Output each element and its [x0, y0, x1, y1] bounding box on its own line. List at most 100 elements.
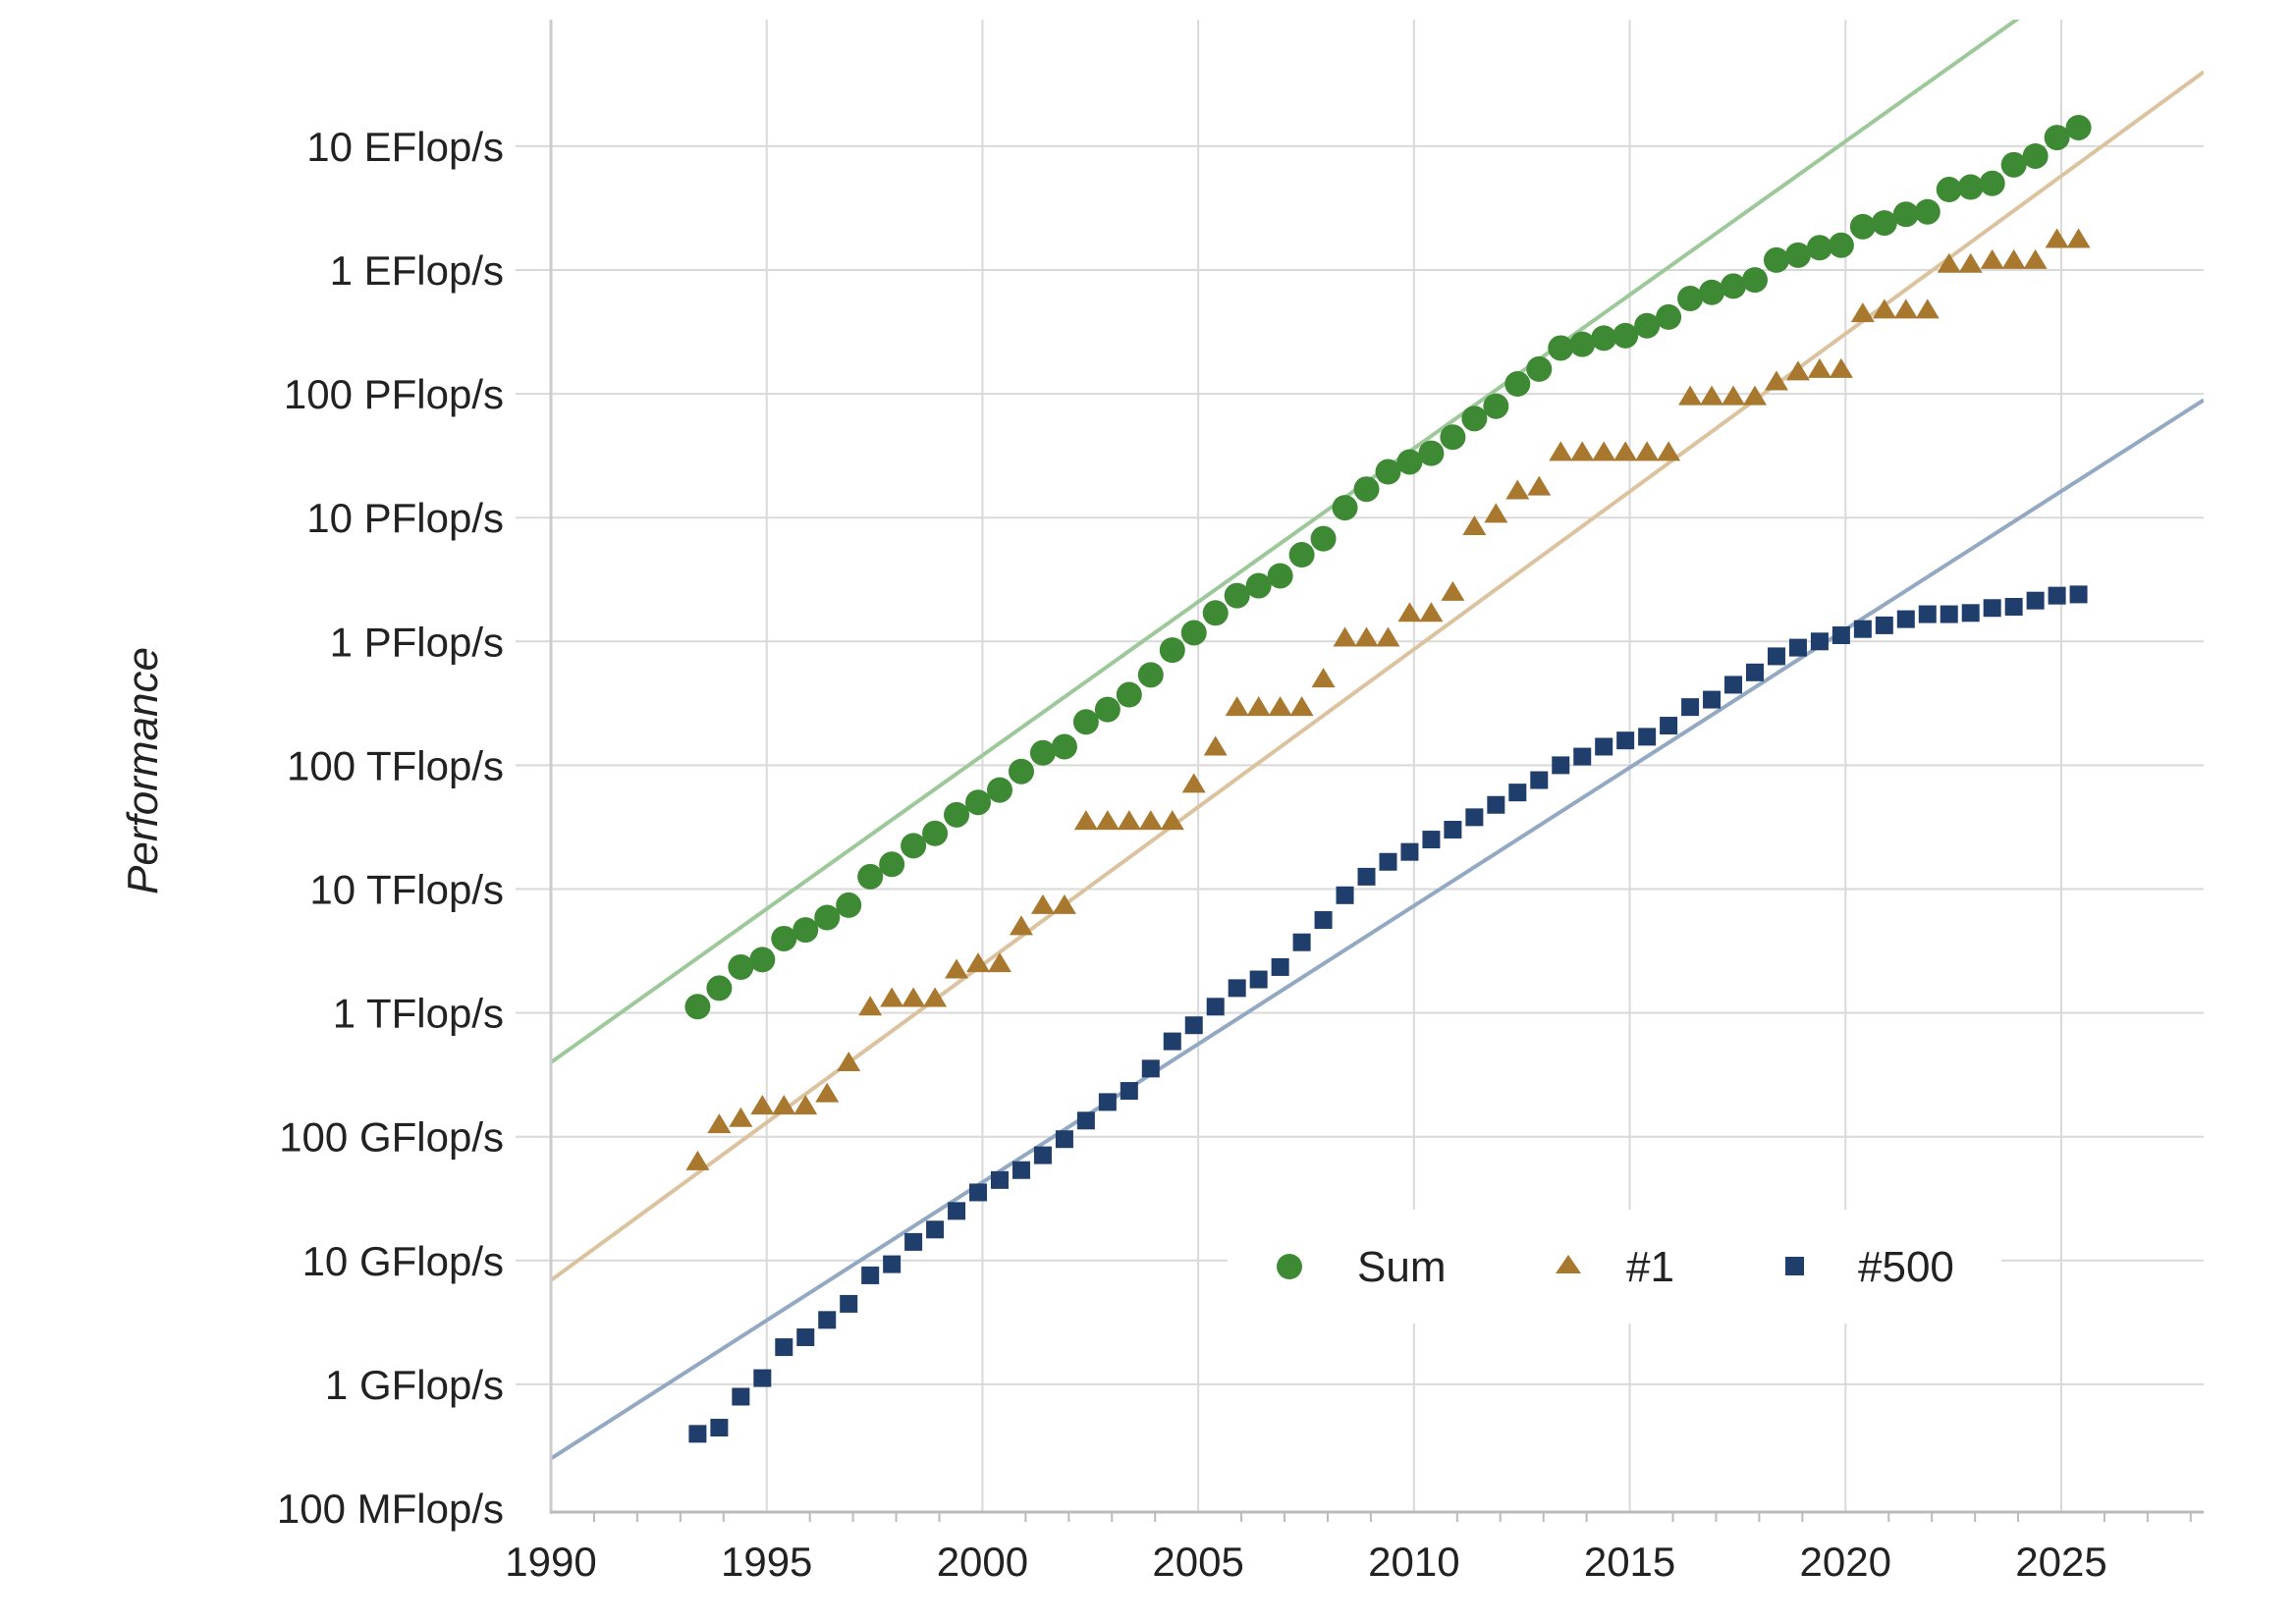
rank1-point: [1462, 515, 1487, 536]
rank500-point: [1595, 737, 1613, 756]
sum-point: [1483, 393, 1509, 419]
rank1-point: [1289, 696, 1314, 717]
sum-point: [1072, 709, 1099, 735]
data-series: [684, 114, 2092, 1443]
rank500-point: [2004, 597, 2023, 616]
rank500-point: [904, 1232, 923, 1251]
rank500-point: [1487, 795, 1505, 814]
rank500-point: [1206, 998, 1225, 1016]
rank1-point: [966, 952, 991, 973]
rank500-point: [1292, 933, 1311, 951]
legend-background: [1228, 1210, 2001, 1324]
trend-lines: [551, 20, 2204, 1461]
rank500-point: [1788, 638, 1807, 657]
rank500-point: [2026, 591, 2045, 610]
rank1-point: [1850, 302, 1875, 323]
rank1-point: [1484, 503, 1508, 523]
rank1-point: [1311, 668, 1336, 688]
y-tick-label: 1 EFlop/s: [330, 247, 504, 294]
rank1-point: [1613, 441, 1638, 461]
rank1-point: [685, 1150, 710, 1170]
rank1-point: [1958, 252, 1983, 273]
rank1-point: [1592, 441, 1616, 461]
y-tick-label: 10 EFlop/s: [306, 124, 504, 170]
sum-point: [684, 994, 711, 1020]
rank1-point: [1527, 475, 1552, 496]
y-tick-label: 100 PFlop/s: [284, 371, 504, 417]
x-tick-label: 2020: [1800, 1539, 1891, 1585]
rank1-point: [1138, 810, 1163, 831]
rank1-point: [880, 987, 904, 1007]
rank1-point: [1764, 370, 1788, 391]
rank500-point: [1033, 1146, 1052, 1164]
x-tick-label: 1995: [721, 1539, 812, 1585]
rank500-point: [1508, 784, 1527, 802]
rank500-point: [818, 1311, 837, 1329]
y-tick-label: 1 TFlop/s: [333, 991, 504, 1037]
rank500-point: [1745, 663, 1764, 681]
rank1-point: [1225, 696, 1249, 717]
rank500-point: [796, 1327, 815, 1346]
rank1-point: [2066, 228, 2091, 248]
sum-point: [1656, 303, 1682, 330]
rank1-point: [1268, 696, 1292, 717]
rank500-point: [1336, 886, 1354, 904]
sum-point: [2065, 114, 2092, 140]
sum-point: [1418, 440, 1445, 466]
sum-point: [1116, 681, 1142, 708]
sum-point: [1051, 733, 1077, 760]
sum-point: [1526, 355, 1553, 382]
rank1-point: [2045, 228, 2069, 248]
rank500-point: [1379, 852, 1397, 871]
sum-point: [1957, 174, 1984, 200]
sum-point: [965, 789, 992, 816]
rank500-point: [1767, 647, 1785, 666]
rank1-point: [1354, 626, 1379, 647]
x-tick-label: 2005: [1152, 1539, 1243, 1585]
rank500-point: [969, 1183, 988, 1202]
rank500-point: [1249, 970, 1268, 989]
sum-point: [1613, 322, 1639, 349]
rank500-point: [1530, 771, 1549, 789]
rank1-point: [1570, 441, 1595, 461]
rank500-point: [1616, 731, 1635, 750]
rank500-point: [1573, 747, 1592, 766]
y-tick-label: 100 TFlop/s: [287, 742, 504, 788]
y-tick-label: 10 TFlop/s: [309, 867, 504, 913]
rank1-point: [1203, 735, 1228, 756]
sum-point: [1591, 325, 1617, 352]
rank500-point: [1875, 616, 1893, 634]
x-tick-label: 2010: [1368, 1539, 1459, 1585]
rank500-point: [1810, 632, 1829, 651]
rank1-point: [945, 958, 969, 979]
series-first: [685, 228, 2091, 1170]
rank500-point: [948, 1202, 966, 1220]
rank1-point: [837, 1052, 861, 1072]
sum-point: [1569, 331, 1596, 357]
series-500: [688, 585, 2088, 1443]
rank500-point: [840, 1294, 858, 1313]
rank500-point: [688, 1425, 707, 1443]
rank1-point: [1030, 893, 1055, 914]
rank1-point: [1872, 298, 1896, 319]
sum-point: [1461, 406, 1488, 432]
rank1-point: [858, 996, 883, 1016]
rank1-point: [1505, 479, 1530, 500]
rank500-point: [1853, 620, 1872, 638]
axes: 100 MFlop/s 1 GFlop/s 10 GFlop/s 100 GFlop/…: [277, 20, 2204, 1585]
legend-first-marker-icon: [1556, 1255, 1581, 1273]
rank500-point: [1638, 728, 1657, 746]
sum-point: [1375, 459, 1401, 485]
rank1-point: [1376, 626, 1400, 647]
sum-point: [1763, 246, 1789, 273]
sum-point: [1008, 758, 1034, 784]
rank1-point: [1246, 696, 1271, 717]
rank500-point: [1141, 1059, 1160, 1078]
rank500-point: [861, 1266, 880, 1284]
rank500-point: [1011, 1161, 1030, 1179]
rank1-point: [793, 1095, 818, 1115]
rank1-point: [1397, 602, 1422, 622]
grid: [516, 20, 2204, 1512]
sum-point: [1159, 637, 1185, 664]
sum-point: [793, 917, 819, 944]
